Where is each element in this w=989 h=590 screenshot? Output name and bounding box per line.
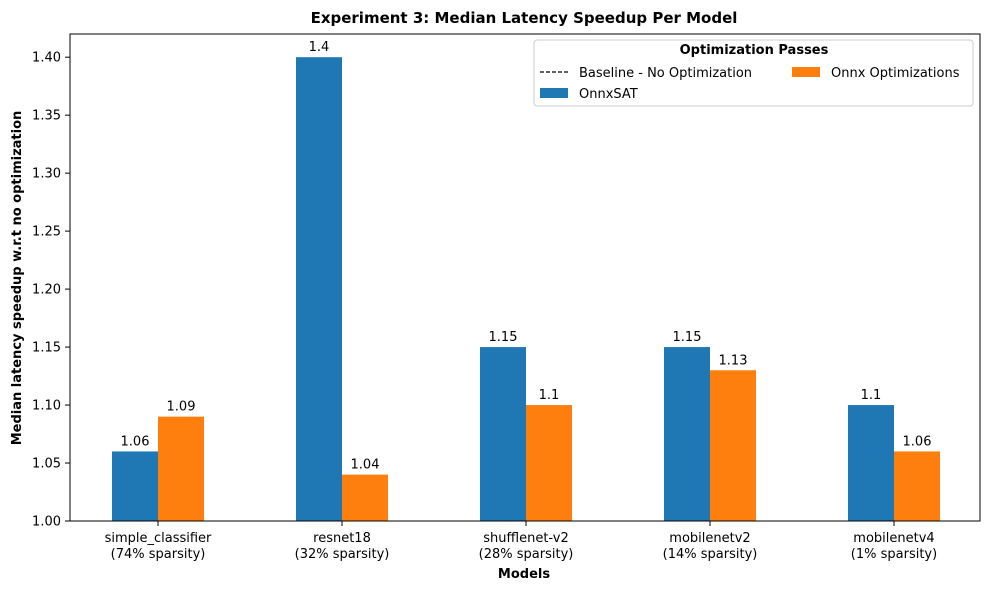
y-tick-label: 1.00: [32, 515, 61, 530]
bar-onnxsat: [664, 347, 710, 521]
legend-label-onnx-optimizations: Onnx Optimizations: [831, 66, 960, 81]
y-tick-label: 1.15: [32, 341, 61, 356]
bar-onnx-optimizations: [710, 370, 756, 521]
bar-value-label: 1.1: [861, 388, 882, 403]
legend-box: [533, 39, 974, 107]
plot-area: 1.00 1.05 1.10 1.15 1.20 1.25 1.30 1.35 1.40 1.06…: [32, 40, 980, 562]
x-tick-label: (32% sparsity): [295, 547, 390, 562]
bar-value-label: 1.4: [309, 40, 330, 55]
x-tick-label: mobilenetv2: [669, 531, 750, 546]
bar-onnx-optimizations: [526, 405, 572, 521]
y-tick-label: 1.40: [32, 51, 61, 66]
x-tick-label: resnet18: [313, 531, 371, 546]
y-tick-label: 1.10: [32, 399, 61, 414]
legend: Optimization Passes Baseline - No Optimi…: [533, 39, 974, 107]
bar-onnxsat: [848, 405, 894, 521]
bar-onnxsat: [296, 57, 342, 521]
bar-value-label: 1.13: [719, 353, 748, 368]
bar-value-label: 1.06: [121, 434, 150, 449]
bar-value-label: 1.1: [539, 388, 560, 403]
x-tick-label: (14% sparsity): [663, 547, 758, 562]
bar-onnxsat: [480, 347, 526, 521]
bar-value-label: 1.09: [167, 400, 196, 415]
bar-value-label: 1.04: [351, 458, 380, 473]
bar-value-label: 1.06: [903, 434, 932, 449]
y-tick-label: 1.30: [32, 167, 61, 182]
bar-onnx-optimizations: [894, 451, 940, 521]
bar-value-label: 1.15: [673, 330, 702, 345]
legend-swatch-onnxsat: [540, 88, 568, 98]
legend-swatch-onnx-optimizations: [792, 67, 820, 77]
x-tick-label: (1% sparsity): [851, 547, 937, 562]
legend-title: Optimization Passes: [680, 43, 829, 58]
chart-title: Experiment 3: Median Latency Speedup Per…: [311, 9, 738, 27]
x-axis-label: Models: [498, 567, 550, 582]
y-axis-label: Median latency speedup w.r.t no optimiza…: [10, 111, 25, 446]
bar-onnxsat: [112, 451, 158, 521]
legend-label-onnxsat: OnnxSAT: [579, 87, 638, 102]
y-tick-label: 1.25: [32, 225, 61, 240]
bar-onnx-optimizations: [158, 416, 204, 521]
legend-baseline-label: Baseline - No Optimization: [579, 66, 752, 81]
bar-value-label: 1.15: [489, 330, 518, 345]
x-tick-label: simple_classifier: [105, 531, 212, 546]
x-tick-label: mobilenetv4: [853, 531, 934, 546]
y-tick-label: 1.20: [32, 283, 61, 298]
x-tick-label: (74% sparsity): [111, 547, 206, 562]
y-tick-label: 1.35: [32, 109, 61, 124]
x-tick-label: shufflenet-v2: [483, 531, 568, 546]
y-tick-label: 1.05: [32, 457, 61, 472]
bar-onnx-optimizations: [342, 474, 388, 521]
x-tick-label: (28% sparsity): [479, 547, 574, 562]
plot-frame: [69, 33, 981, 522]
